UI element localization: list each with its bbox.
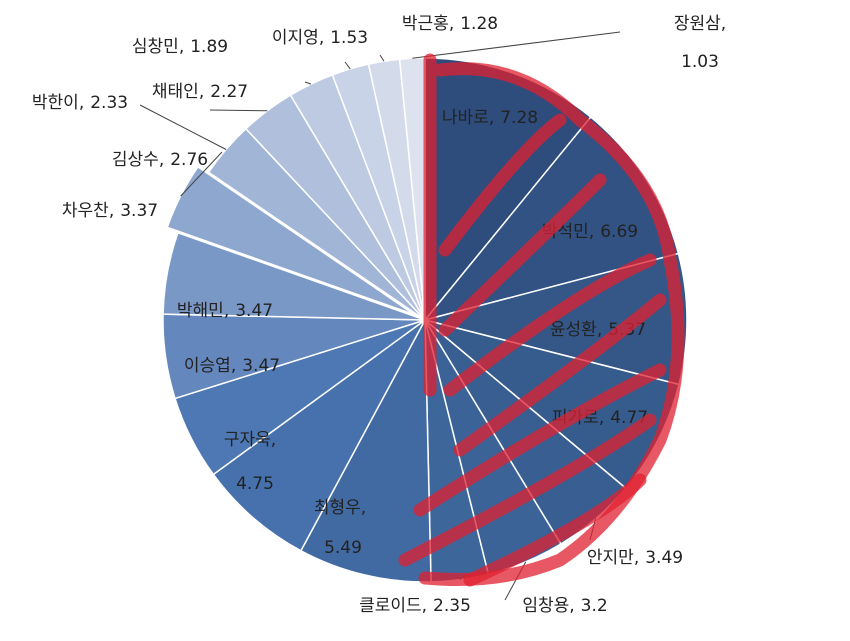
value-label: 5.49 — [324, 538, 362, 558]
data-label: 이승엽, 3.47 — [184, 356, 280, 376]
separator: , — [79, 93, 84, 113]
data-label: 임창용, 3.2 — [522, 596, 607, 616]
data-label: 최형우, — [314, 498, 366, 518]
value-label: 2.76 — [170, 150, 208, 170]
separator: , — [589, 222, 594, 242]
separator: , — [599, 408, 604, 428]
value-label: 3.47 — [242, 356, 280, 376]
data-label: 클로이드, 2.35 — [359, 596, 471, 616]
category-name: 클로이드 — [359, 596, 422, 616]
value-label: 3.37 — [120, 201, 158, 221]
separator: , — [199, 82, 204, 102]
leader-line — [209, 109, 268, 112]
separator: , — [319, 28, 324, 48]
value-label: 2.33 — [90, 93, 128, 113]
data-label: 채태인, 2.27 — [152, 82, 248, 102]
data-label: 김상수, 2.76 — [112, 150, 208, 170]
separator: , — [597, 320, 602, 340]
separator: , — [179, 37, 184, 57]
data-label: 장원삼, — [674, 14, 726, 34]
value-label: 2.35 — [433, 596, 471, 616]
separator: , — [231, 356, 236, 376]
pie-slice — [166, 165, 415, 316]
leader-line — [379, 54, 385, 62]
separator: , — [224, 301, 229, 321]
pie-slice — [212, 319, 426, 552]
data-label: 심창민, 1.89 — [132, 37, 228, 57]
category-name: 안지만 — [587, 548, 634, 568]
value-label: 1.28 — [460, 14, 498, 34]
separator: , — [721, 14, 726, 34]
category-name: 윤성환 — [550, 320, 597, 340]
value-label: 2.27 — [210, 82, 248, 102]
data-label: 박해민, 3.47 — [177, 301, 273, 321]
scribble — [418, 53, 685, 586]
category-name: 박근홍 — [402, 14, 449, 34]
separator: , — [109, 201, 114, 221]
category-name: 김상수 — [112, 150, 159, 170]
value-label: 4.75 — [236, 474, 274, 494]
category-name: 구자욱 — [224, 430, 271, 450]
separator: , — [489, 108, 494, 128]
category-name: 나바로 — [442, 108, 489, 128]
category-name: 이승엽 — [184, 356, 231, 376]
data-label: 박한이, 2.33 — [32, 93, 128, 113]
category-name: 차우찬 — [62, 201, 109, 221]
data-label: 박근홍, 1.28 — [402, 14, 498, 34]
value-label: 1.03 — [681, 52, 719, 72]
category-name: 박해민 — [177, 301, 224, 321]
separator: , — [159, 150, 164, 170]
value-label: 7.28 — [500, 108, 538, 128]
leader-line — [180, 151, 223, 197]
value-label: 6.69 — [600, 222, 638, 242]
category-name: 이지영 — [272, 28, 319, 48]
value-label: 3.2 — [581, 596, 608, 616]
separator: , — [361, 498, 366, 518]
data-label: 안지만, 3.49 — [587, 548, 683, 568]
separator: , — [422, 596, 427, 616]
leader-line — [344, 61, 351, 70]
leader-line — [139, 104, 227, 150]
category-name: 최형우 — [314, 498, 361, 518]
scribble — [398, 113, 667, 587]
value-label: 3.49 — [645, 548, 683, 568]
leader-line — [412, 31, 621, 59]
scribbles — [398, 53, 685, 587]
category-name: 박한이 — [32, 93, 79, 113]
category-name: 임창용 — [522, 596, 569, 616]
separator: , — [449, 14, 454, 34]
data-label: 나바로, 7.28 — [442, 108, 538, 128]
value-label: 1.53 — [330, 28, 368, 48]
value-label: 3.47 — [235, 301, 273, 321]
separator: , — [569, 596, 574, 616]
separator: , — [271, 430, 276, 450]
pie-slice — [162, 231, 426, 321]
category-name: 심창민 — [132, 37, 179, 57]
category-name: 장원삼 — [674, 14, 721, 34]
data-label: 이지영, 1.53 — [272, 28, 368, 48]
data-label: 구자욱, — [224, 430, 276, 450]
separator: , — [634, 548, 639, 568]
value-label: 1.89 — [190, 37, 228, 57]
leader-line — [304, 81, 312, 85]
data-label: 차우찬, 3.37 — [62, 201, 158, 221]
category-name: 채태인 — [152, 82, 199, 102]
